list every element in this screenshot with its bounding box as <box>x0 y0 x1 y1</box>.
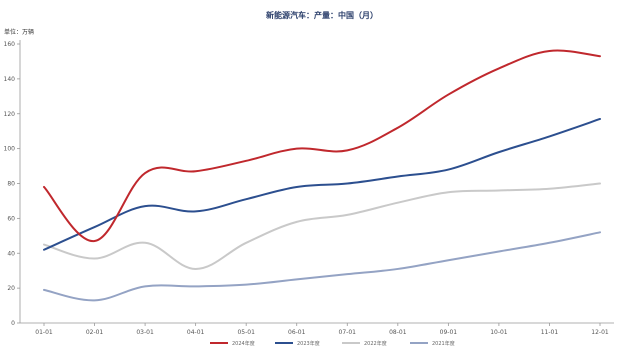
legend-label: 2023年度 <box>297 340 320 347</box>
x-axis: 01-01 02-01 03-01 04-01 05-01 06-01 07-01 08-01… <box>20 322 614 336</box>
x-tick-label: 04-01 <box>187 329 205 336</box>
series-layer <box>43 49 601 302</box>
y-tick-label: 60 <box>7 215 15 222</box>
x-tick-label: 11-01 <box>541 329 559 336</box>
chart-title: 新能源汽车：产量：中国（月） <box>266 10 378 20</box>
legend-label: 2022年度 <box>364 340 387 347</box>
x-tick-label: 09-01 <box>440 329 458 336</box>
y-tick-label: 20 <box>7 285 15 292</box>
legend-label: 2021年度 <box>432 340 455 347</box>
x-tick-label: 05-01 <box>237 329 255 336</box>
x-tick-label: 06-01 <box>288 329 306 336</box>
x-tick-label: 01-01 <box>35 329 53 336</box>
series-line-2024年度 <box>43 49 601 243</box>
y-tick-label: 40 <box>7 250 15 257</box>
x-tick-label: 02-01 <box>86 329 104 336</box>
y-tick-label: 80 <box>7 181 15 188</box>
y-tick-label: 140 <box>4 76 16 83</box>
unit-label: 单位：万辆 <box>4 28 34 36</box>
x-tick-label: 10-01 <box>490 329 508 336</box>
x-tick-label: 08-01 <box>389 329 407 336</box>
legend: 2024年度 2023年度 2022年度 2021年度 <box>210 340 455 347</box>
series-line-2021年度 <box>43 231 601 302</box>
y-tick-label: 100 <box>4 146 16 153</box>
series-line-2022年度 <box>43 182 601 270</box>
y-tick-label: 0 <box>11 320 15 327</box>
x-tick-label: 03-01 <box>136 329 154 336</box>
series-line-2023年度 <box>43 117 601 251</box>
y-tick-label: 160 <box>4 41 16 48</box>
y-tick-label: 120 <box>4 111 16 118</box>
x-tick-label: 12-01 <box>591 329 609 336</box>
legend-label: 2024年度 <box>232 340 255 347</box>
y-axis: 0 20 40 60 80 100 120 140 160 <box>4 40 21 327</box>
x-tick-label: 07-01 <box>339 329 357 336</box>
